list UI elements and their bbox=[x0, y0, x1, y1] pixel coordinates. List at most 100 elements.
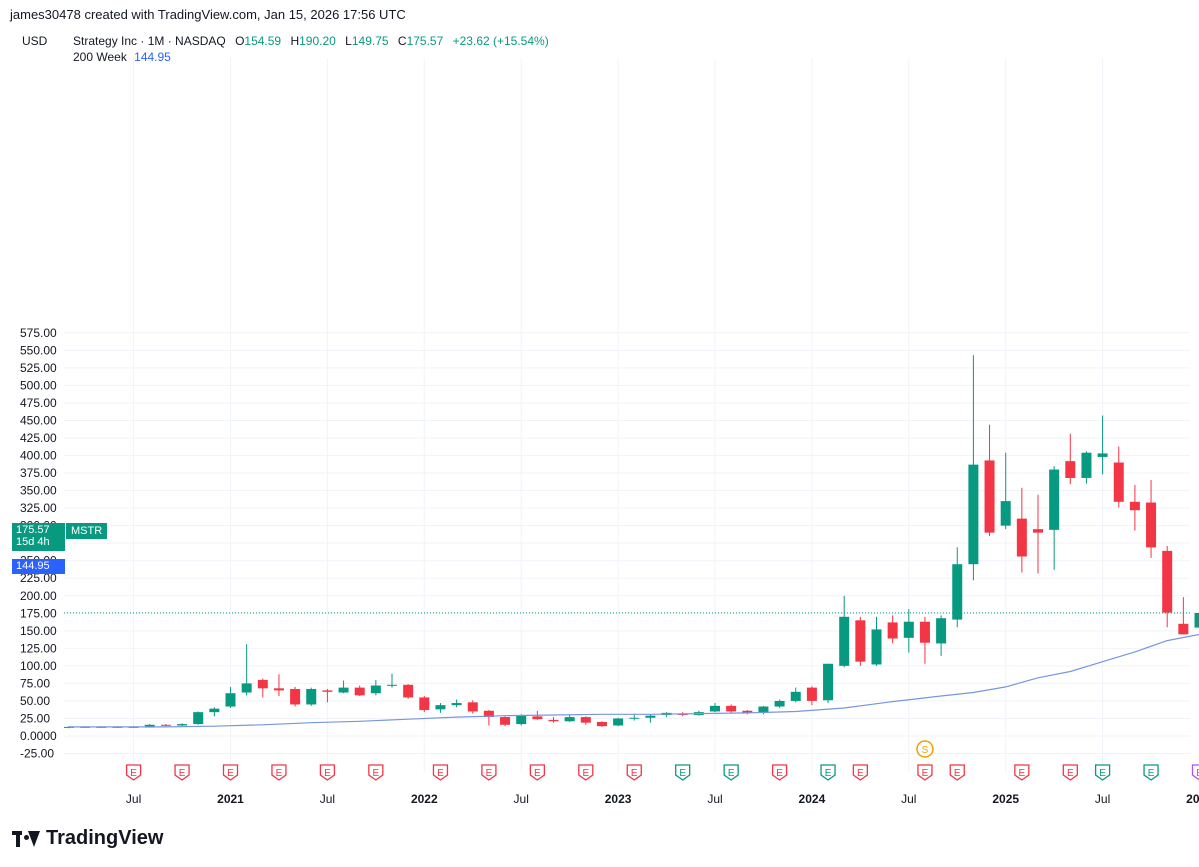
open-label: O bbox=[235, 34, 245, 48]
candle-body bbox=[564, 717, 575, 722]
earnings-event-icon bbox=[529, 764, 545, 781]
y-tick-label: 400.00 bbox=[20, 449, 57, 463]
candle-body bbox=[742, 710, 753, 713]
candle-body bbox=[629, 717, 640, 719]
earnings-event-icon bbox=[319, 764, 336, 781]
candle-body bbox=[435, 705, 446, 710]
y-tick-label: 75.00 bbox=[20, 676, 50, 690]
earnings-event-icon bbox=[222, 764, 239, 781]
earnings-event-label: E bbox=[1196, 768, 1199, 779]
candle-body bbox=[273, 688, 284, 691]
y-tick-label: 125.00 bbox=[20, 641, 57, 655]
ma-row: 200 Week 144.95 bbox=[73, 49, 549, 65]
candle-body bbox=[257, 679, 268, 689]
candle-body bbox=[645, 715, 656, 718]
earnings-event-label: E bbox=[631, 768, 638, 779]
earnings-event-label: E bbox=[857, 768, 864, 779]
chart-legend: Strategy Inc · 1M · NASDAQ O154.59 H190.… bbox=[73, 33, 549, 65]
symbol-line[interactable]: Strategy Inc · 1M · NASDAQ bbox=[73, 34, 226, 48]
ma-label[interactable]: 200 Week bbox=[73, 50, 127, 64]
close-label: C bbox=[397, 34, 407, 48]
candle-body bbox=[710, 705, 720, 712]
candle-body bbox=[290, 689, 301, 705]
y-tick-label: 175.00 bbox=[20, 606, 57, 620]
last-price-tag: 175.57 15d 4h bbox=[12, 523, 65, 551]
currency-label: USD bbox=[22, 34, 48, 48]
candle-body bbox=[532, 716, 543, 720]
candle-body bbox=[354, 687, 365, 696]
y-tick-label: 200.00 bbox=[20, 589, 57, 603]
candle-body bbox=[451, 703, 462, 706]
earnings-event-icon bbox=[771, 764, 788, 781]
candle-body bbox=[419, 697, 430, 711]
candle-body bbox=[322, 690, 333, 692]
earnings-event-label: E bbox=[1067, 768, 1074, 779]
earnings-event-icon bbox=[481, 764, 497, 781]
x-tick-label: 2024 bbox=[799, 792, 826, 806]
candle-body bbox=[548, 719, 559, 722]
earnings-event-label: E bbox=[954, 768, 961, 779]
candle-body bbox=[1146, 502, 1157, 548]
candle-body bbox=[403, 684, 414, 698]
earnings-event-label: E bbox=[276, 768, 283, 779]
candle-body bbox=[1129, 501, 1140, 511]
earnings-event-icon bbox=[1094, 764, 1111, 781]
candle-body bbox=[984, 460, 995, 533]
x-tick-label: 2023 bbox=[605, 792, 632, 806]
ma-value: 144.95 bbox=[134, 50, 171, 64]
y-tick-label: 450.00 bbox=[20, 413, 57, 427]
y-tick-label: 550.00 bbox=[20, 343, 57, 357]
candle-body bbox=[144, 724, 155, 728]
earnings-event-icon bbox=[723, 764, 739, 781]
y-tick-label: 375.00 bbox=[20, 466, 57, 480]
earnings-event-icon bbox=[917, 764, 933, 781]
candle-body bbox=[160, 724, 171, 726]
earnings-event-icon bbox=[578, 764, 594, 781]
x-tick-label: Jul bbox=[514, 792, 529, 806]
candle-body bbox=[209, 708, 220, 713]
earnings-event-label: E bbox=[1099, 768, 1106, 779]
x-tick-label: 2026 bbox=[1186, 792, 1199, 806]
y-tick-label: 525.00 bbox=[20, 361, 57, 375]
split-event-label: S bbox=[922, 745, 929, 756]
close-value: 175.57 bbox=[406, 34, 444, 48]
earnings-event-icon bbox=[1191, 764, 1199, 781]
x-tick-label: 2022 bbox=[411, 792, 438, 806]
ohlc-row: Strategy Inc · 1M · NASDAQ O154.59 H190.… bbox=[73, 33, 549, 49]
y-tick-label: 50.00 bbox=[20, 694, 50, 708]
tradingview-logo[interactable]: TradingView bbox=[12, 827, 163, 850]
high-label: H bbox=[290, 34, 300, 48]
candle-body bbox=[806, 687, 817, 701]
earnings-event-icon bbox=[949, 764, 965, 781]
earnings-event-icon bbox=[852, 764, 868, 781]
candle-body bbox=[871, 629, 882, 665]
candle-body bbox=[338, 687, 349, 693]
candle-body bbox=[903, 621, 914, 638]
candle-body bbox=[177, 724, 188, 726]
candle-body bbox=[790, 691, 801, 701]
candle-body bbox=[1097, 453, 1108, 457]
candle-body bbox=[1016, 518, 1027, 557]
candle-body bbox=[483, 710, 494, 718]
candle-body bbox=[241, 683, 252, 693]
candle-body bbox=[1065, 461, 1076, 478]
ma-price-tag: 144.95 bbox=[12, 559, 65, 574]
x-tick-label: 2021 bbox=[217, 792, 244, 806]
candle-body bbox=[1033, 529, 1043, 533]
candle-body bbox=[1194, 612, 1199, 628]
candle-body bbox=[500, 717, 511, 725]
candle-body bbox=[387, 684, 397, 686]
y-tick-label: 100.00 bbox=[20, 659, 57, 673]
earnings-event-label: E bbox=[922, 768, 929, 779]
y-tick-label: 575.00 bbox=[20, 326, 57, 340]
change-value: +23.62 (+15.54%) bbox=[452, 34, 549, 48]
earnings-event-label: E bbox=[1148, 768, 1155, 779]
earnings-event-label: E bbox=[679, 768, 686, 779]
x-tick-label: Jul bbox=[126, 792, 141, 806]
y-tick-label: 0.0000 bbox=[20, 729, 57, 743]
earnings-event-label: E bbox=[227, 768, 234, 779]
candle-body bbox=[306, 689, 317, 705]
earnings-event-icon bbox=[125, 764, 142, 781]
earnings-event-icon bbox=[368, 764, 384, 781]
